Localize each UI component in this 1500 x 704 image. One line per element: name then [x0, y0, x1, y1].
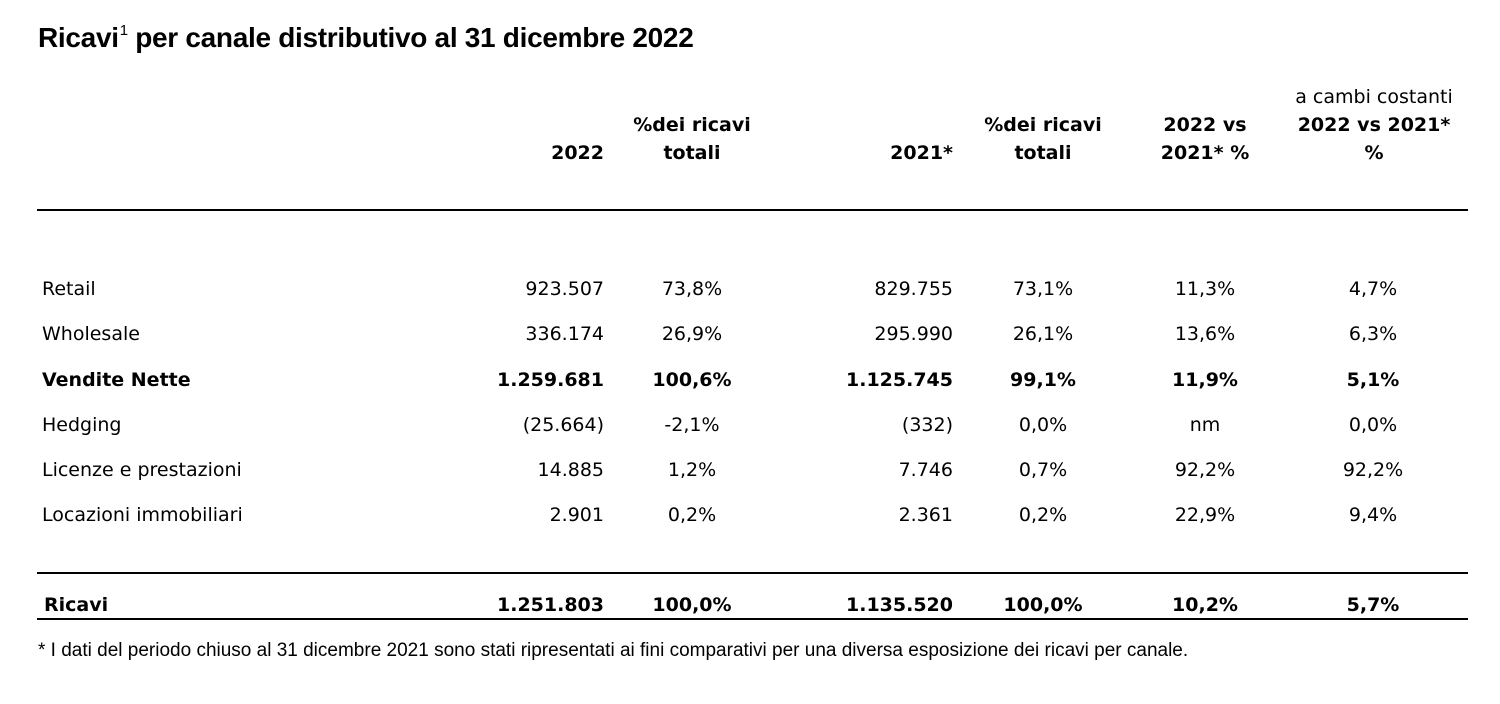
constant-exchange-note: a cambi costanti: [1295, 86, 1453, 108]
pct-2022: 73,8%: [661, 278, 723, 300]
row-label: Vendite Nette: [42, 369, 191, 391]
value-2021: 829.755: [874, 278, 953, 300]
pct-2021: 26,1%: [1012, 323, 1074, 345]
total-change-pct: 10,2%: [1172, 594, 1238, 616]
pct-2022: 100,6%: [652, 369, 732, 391]
header-change: 2022 vs 2021* %: [1130, 111, 1280, 167]
pct-2022: 1,2%: [667, 459, 717, 481]
constant-change-pct: 0,0%: [1348, 414, 1398, 436]
row-label: Hedging: [42, 414, 122, 436]
value-2022: 923.507: [525, 278, 604, 300]
change-pct: 92,2%: [1174, 459, 1236, 481]
table-row: Retail 923.507 73,8% 829.755 73,1% 11,3%…: [0, 274, 1500, 304]
total-pct-2021: 100,0%: [1003, 594, 1083, 616]
total-top-divider: [37, 572, 1468, 574]
value-2022: 14.885: [537, 459, 604, 481]
total-value-2022: 1.251.803: [497, 594, 604, 616]
pct-2022: 26,9%: [661, 323, 723, 345]
title-rest: per canale distributivo al 31 dicembre 2…: [127, 22, 694, 53]
pct-2021: 99,1%: [1010, 369, 1076, 391]
header-constant-change-line1: 2022 vs 2021*: [1297, 114, 1451, 136]
footnote: * I dati del periodo chiuso al 31 dicemb…: [38, 640, 1189, 661]
constant-change-pct: 9,4%: [1348, 504, 1398, 526]
constant-change-pct: 6,3%: [1348, 323, 1398, 345]
pct-2021: 0,0%: [1018, 414, 1068, 436]
table-row-subtotal: Vendite Nette 1.259.681 100,6% 1.125.745…: [0, 365, 1500, 395]
header-constant-change-line2: %: [1364, 142, 1384, 164]
constant-change-pct: 4,7%: [1348, 278, 1398, 300]
value-2022: 2.901: [549, 504, 604, 526]
row-label: Locazioni immobiliari: [42, 504, 243, 526]
header-change-line1: 2022 vs: [1163, 114, 1247, 136]
change-pct: 11,9%: [1172, 369, 1238, 391]
pct-2021: 73,1%: [1012, 278, 1074, 300]
header-pct-2022-line2: totali: [663, 142, 721, 164]
value-2021: 2.361: [898, 504, 953, 526]
row-label: Licenze e prestazioni: [42, 459, 242, 481]
pct-2021: 0,2%: [1018, 504, 1068, 526]
total-value-2021: 1.135.520: [846, 594, 953, 616]
pct-2022: -2,1%: [664, 414, 720, 436]
total-pct-2022: 100,0%: [652, 594, 732, 616]
constant-change-pct: 5,1%: [1346, 369, 1400, 391]
header-2021: 2021*: [890, 142, 953, 164]
value-2021: 7.746: [898, 459, 953, 481]
table-row: Wholesale 336.174 26,9% 295.990 26,1% 13…: [0, 319, 1500, 349]
constant-change-pct: 92,2%: [1342, 459, 1404, 481]
change-pct: 13,6%: [1174, 323, 1236, 345]
value-2022: 1.259.681: [497, 369, 604, 391]
value-2021: 295.990: [874, 323, 953, 345]
page-title: Ricavi1 per canale distributivo al 31 di…: [38, 22, 694, 54]
header-2022: 2022: [551, 142, 604, 164]
row-label: Retail: [42, 278, 96, 300]
pct-2022: 0,2%: [667, 504, 717, 526]
value-2021: (332): [901, 414, 953, 436]
title-text: Ricavi: [38, 22, 119, 53]
title-footnote-marker: 1: [119, 22, 128, 39]
header-pct-2021-line1: %dei ricavi: [984, 114, 1102, 136]
total-bottom-divider: [37, 618, 1468, 620]
pct-2021: 0,7%: [1018, 459, 1068, 481]
header-constant-change: 2022 vs 2021* %: [1274, 111, 1474, 167]
value-2021: 1.125.745: [846, 369, 953, 391]
value-2022: 336.174: [525, 323, 604, 345]
table-row: Locazioni immobiliari 2.901 0,2% 2.361 0…: [0, 500, 1500, 530]
table-row: Licenze e prestazioni 14.885 1,2% 7.746 …: [0, 455, 1500, 485]
header-pct-2021-line2: totali: [1014, 142, 1072, 164]
change-pct: 22,9%: [1174, 504, 1236, 526]
header-pct-2022: %dei ricavi totali: [617, 111, 767, 167]
table-row: Hedging (25.664) -2,1% (332) 0,0% nm 0,0…: [0, 410, 1500, 440]
table-row-total: Ricavi 1.251.803 100,0% 1.135.520 100,0%…: [0, 590, 1500, 620]
header-divider: [37, 209, 1468, 211]
header-pct-2021: %dei ricavi totali: [968, 111, 1118, 167]
change-pct: nm: [1189, 414, 1221, 436]
row-label: Wholesale: [42, 323, 140, 345]
header-change-line2: 2021* %: [1160, 142, 1250, 164]
total-label: Ricavi: [44, 594, 109, 616]
change-pct: 11,3%: [1174, 278, 1236, 300]
value-2022: (25.664): [522, 414, 604, 436]
total-constant-change-pct: 5,7%: [1346, 594, 1400, 616]
header-pct-2022-line1: %dei ricavi: [633, 114, 751, 136]
